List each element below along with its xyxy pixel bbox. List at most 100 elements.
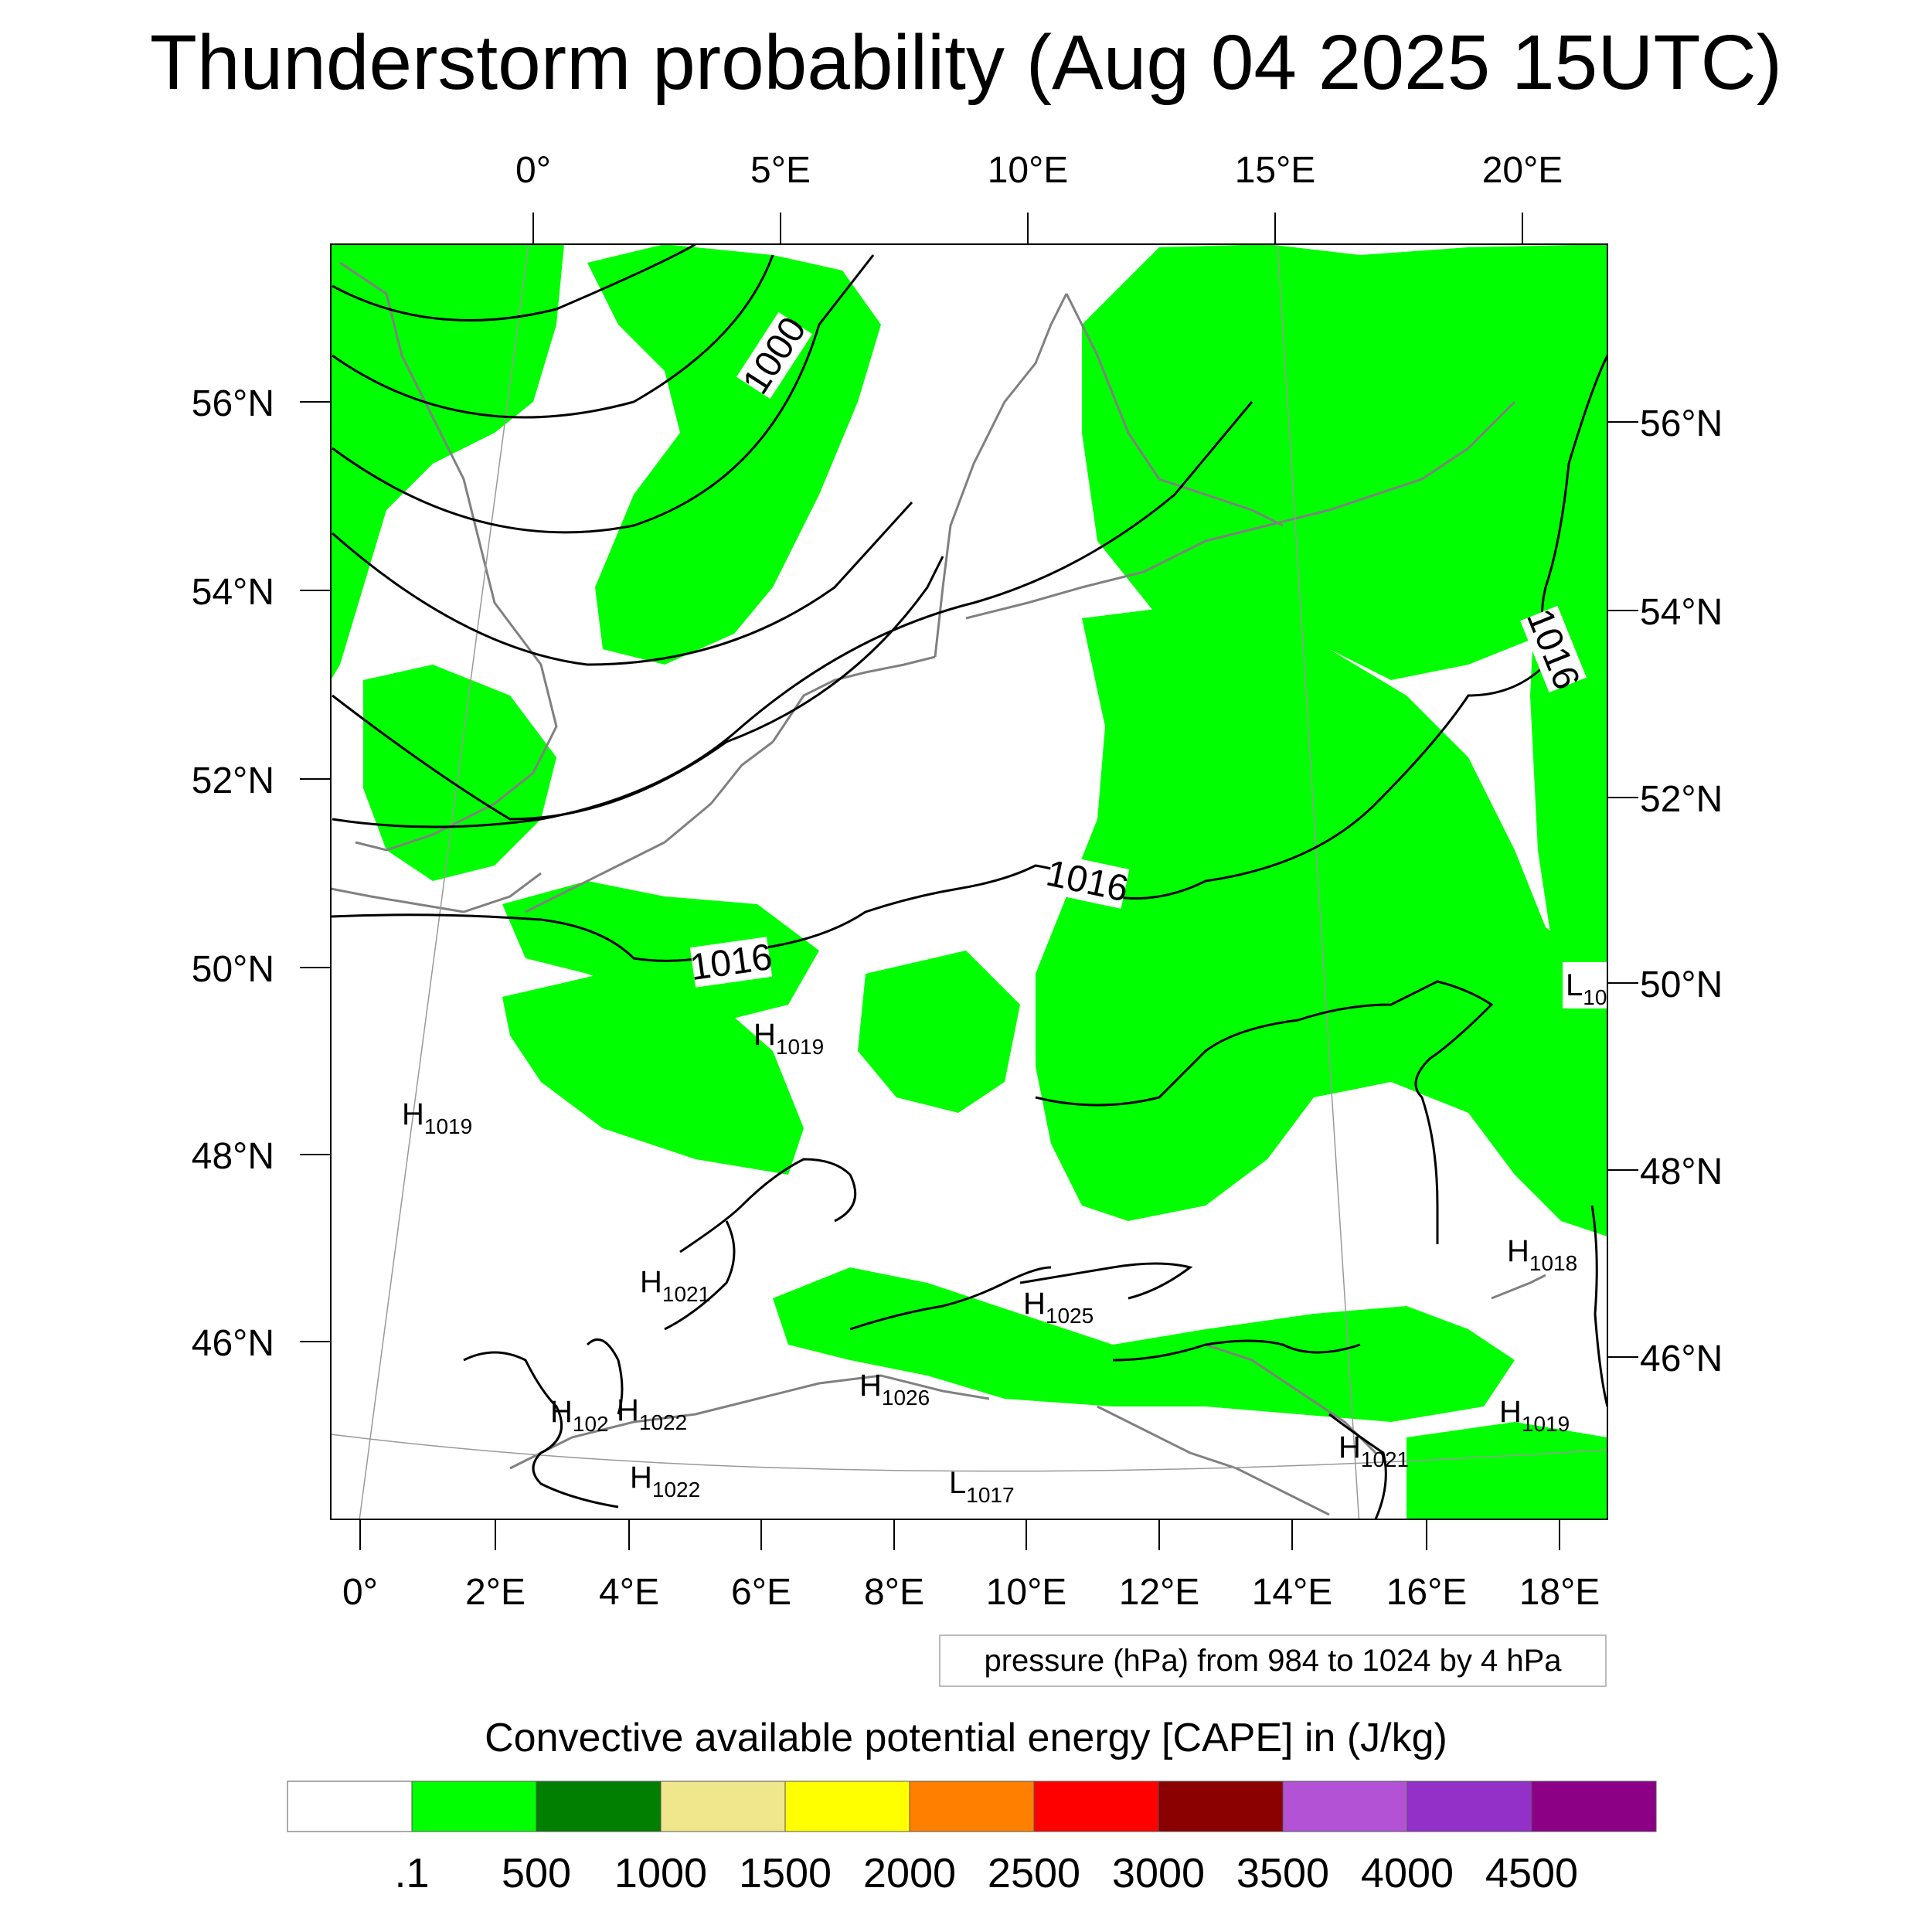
left-lat-label: 56°N — [192, 383, 274, 424]
bottom-lon-label: 8°E — [864, 1572, 924, 1613]
pressure-center: H1019 — [1499, 1395, 1570, 1436]
pressure-center: H1018 — [1507, 1234, 1577, 1275]
bottom-lon-label: 14°E — [1252, 1572, 1333, 1613]
map-frame: 1000 1016 1016 1016 H1019 H1019 — [330, 243, 1608, 1520]
pressure-center: H1026 — [859, 1369, 930, 1410]
top-axis-labels: 0° 5°E 10°E 15°E 20°E — [515, 150, 1563, 191]
top-axis — [532, 213, 1523, 244]
colorbar-swatch — [784, 1781, 910, 1832]
colorbar-tick-label: 3500 — [1236, 1850, 1329, 1896]
pressure-center: H1021 — [1338, 1430, 1409, 1471]
colorbar-swatch — [1282, 1781, 1408, 1832]
top-lon-label: 0° — [515, 150, 551, 191]
isobar-alps-2 — [849, 1266, 1052, 1331]
bottom-axis — [359, 1519, 1560, 1550]
cape-field — [331, 244, 1607, 1519]
cape-region-poland-north — [1082, 244, 1607, 680]
colorbar-tick-label: 1500 — [739, 1850, 832, 1896]
right-lat-label: 54°N — [1640, 592, 1723, 633]
top-lon-label: 20°E — [1482, 150, 1563, 191]
coastlines — [331, 261, 1546, 1516]
bottom-lon-label: 10°E — [986, 1572, 1067, 1613]
left-lat-label: 52°N — [192, 760, 274, 801]
colorbar-labels: .1 500 1000 1500 2000 2500 3000 3500 4000 4500 — [394, 1850, 1578, 1896]
isobar-sw — [463, 1351, 619, 1509]
right-lat-label: 46°N — [1640, 1338, 1723, 1379]
isobar-1016-south — [1035, 980, 1494, 1244]
isobar-north-4 — [332, 501, 913, 666]
chart-title: Thunderstorm probability (Aug 04 2025 15… — [150, 19, 1782, 106]
colorbar — [287, 1781, 1657, 1832]
left-axis — [300, 401, 331, 1342]
colorbar-swatch — [536, 1781, 662, 1832]
colorbar-swatch — [909, 1781, 1035, 1832]
right-lat-label: 50°N — [1640, 964, 1723, 1005]
isobar-alps-1 — [679, 1158, 857, 1253]
right-lat-label: 48°N — [1640, 1151, 1723, 1192]
bottom-lon-label: 12°E — [1119, 1572, 1200, 1613]
colorbar-tick-label: .1 — [394, 1850, 429, 1896]
coast-denmark — [934, 293, 1068, 658]
cape-region-alps — [773, 1267, 1515, 1422]
top-lon-label: 5°E — [750, 150, 811, 191]
bottom-lon-label: 0° — [342, 1572, 378, 1613]
left-lat-label: 54°N — [192, 572, 274, 613]
cape-region-benelux — [502, 881, 819, 1020]
right-axis — [1607, 421, 1638, 1358]
colorbar-tick-label: 2500 — [988, 1850, 1080, 1896]
colorbar-tick-label: 4500 — [1485, 1850, 1578, 1896]
bottom-lon-label: 2°E — [465, 1572, 526, 1613]
lake-balaton — [1491, 1274, 1546, 1300]
colorbar-swatch — [1158, 1781, 1284, 1832]
colorbar-swatch — [411, 1781, 537, 1832]
pressure-note: pressure (hPa) from 984 to 1024 by 4 hPa — [939, 1634, 1607, 1687]
bottom-axis-labels: 0° 2°E 4°E 6°E 8°E 10°E 12°E 14°E 16°E 1… — [342, 1572, 1600, 1613]
pressure-center: H102 — [550, 1395, 609, 1436]
colorbar-swatch — [287, 1781, 413, 1832]
cape-region-east-edge — [1530, 294, 1607, 1159]
isobar-sw-2 — [586, 1338, 624, 1415]
pressure-centers: H1019 H1019 H1021 H1025 H102 H1022 H1022… — [402, 962, 1607, 1507]
colorbar-swatch — [1406, 1781, 1532, 1832]
pressure-center: H1025 — [1023, 1287, 1094, 1328]
pressure-center: L10 — [1566, 968, 1607, 1009]
colorbar-swatch — [1033, 1781, 1159, 1832]
pressure-center: H1021 — [640, 1265, 710, 1306]
isobar-north-1 — [332, 244, 696, 321]
coast-uk-east — [339, 261, 558, 852]
pressure-center: L1017 — [949, 1466, 1015, 1507]
cape-region-northwest — [331, 244, 564, 680]
isobar-north-2 — [332, 254, 774, 419]
pressure-center: H1022 — [617, 1393, 687, 1434]
coast-france-north — [525, 740, 774, 913]
cape-region-balkans — [1406, 1422, 1607, 1519]
bottom-lon-label: 16°E — [1386, 1572, 1468, 1613]
bottom-lon-label: 4°E — [599, 1572, 659, 1613]
top-lon-label: 10°E — [988, 150, 1069, 191]
cape-region-france — [502, 974, 804, 1175]
colorbar-title: Convective available potential energy [C… — [485, 1716, 1447, 1760]
colorbar-swatch — [1531, 1781, 1657, 1832]
cape-region-north-sea-band — [587, 244, 881, 665]
isobar-adriatic — [1112, 1339, 1361, 1362]
colorbar-tick-label: 500 — [502, 1850, 571, 1896]
coast-netherlands — [771, 655, 936, 743]
left-lat-label: 50°N — [192, 949, 274, 990]
bottom-lon-label: 6°E — [731, 1572, 791, 1613]
right-axis-labels: 56°N 54°N 52°N 50°N 48°N 46°N — [1640, 403, 1723, 1379]
top-lon-label: 15°E — [1235, 150, 1316, 191]
isobar-mid — [332, 401, 1253, 828]
coast-baltic — [965, 400, 1516, 620]
colorbar-swatch — [660, 1781, 786, 1832]
isobar-1000 — [332, 254, 875, 534]
isobar-sw-3 — [664, 1220, 736, 1331]
pressure-note-text: pressure (hPa) from 984 to 1024 by 4 hPa — [984, 1644, 1562, 1678]
pressure-center: H1022 — [630, 1461, 700, 1502]
right-lat-label: 56°N — [1640, 403, 1723, 444]
isobar-alps-3 — [1019, 1262, 1193, 1300]
colorbar-tick-label: 4000 — [1361, 1850, 1454, 1896]
coast-adriatic — [1097, 1405, 1330, 1516]
left-lat-label: 46°N — [192, 1323, 274, 1364]
coast-mediterranean — [509, 1374, 990, 1470]
